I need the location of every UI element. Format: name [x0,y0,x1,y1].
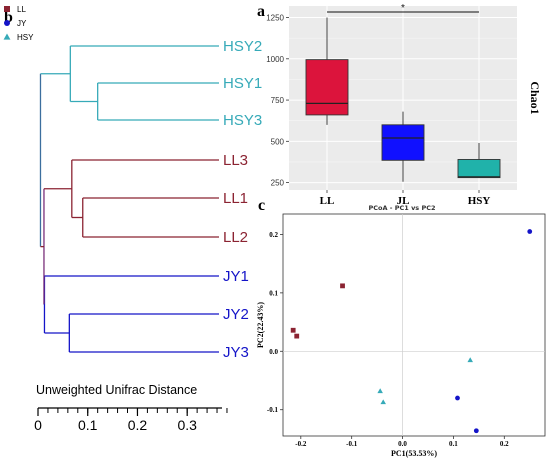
leaf-label-ll1: LL1 [223,190,248,207]
distance-axis-title: Unweighted Unifrac Distance [36,383,197,397]
boxplot-x-label-ll: LL [320,195,335,207]
pcoa-reference-lines [283,214,545,436]
leaf-label-ll3: LL3 [223,152,248,169]
pcoa-axes: -0.2 -0.1 0.0 0.1 0.2 -0.1 0.0 0.1 0.2 [267,231,509,448]
pcoa-x-tick-label: -0.1 [346,440,358,448]
boxplot-y-axis: 250 500 750 1000 1250 [266,14,289,188]
significance-label: * [401,3,405,14]
boxplot-x-label-hsy: HSY [468,195,491,207]
pcoa-point-hsy [377,388,383,394]
legend-marker-ll [4,6,10,12]
box-ll [305,59,349,116]
legend-marker-jy [4,20,10,26]
pcoa-y-tick-label: 0.2 [269,231,278,239]
boxplot-y-tick-label: 500 [271,137,285,146]
pcoa-point-jy [473,428,479,434]
pcoa-point-hsy [467,357,473,363]
legend-marker-hsy [3,33,11,40]
distance-axis: 0 0.1 0.2 0.3 [34,407,228,433]
leaf-label-jy2: JY2 [223,306,249,323]
pcoa-point-ll [290,327,296,333]
distance-axis-tick-label: 0 [34,417,42,433]
distance-axis-tick-label: 0.3 [177,417,197,433]
distance-axis-tick-label: 0.1 [78,417,98,433]
pcoa-point-jy [455,395,460,401]
pcoa-y-label: PC2(22.43%) [256,302,265,348]
legend-label-jy: JY [17,19,27,28]
pcoa-frame [282,213,546,437]
pcoa-point-ll [340,283,345,289]
box-hsy [457,159,501,179]
boxplot-y-tick-label: 750 [271,96,285,105]
boxplot-y-tick-label: 1250 [266,14,284,23]
pcoa-x-tick-label: -0.2 [295,440,307,448]
panel-label-c: c [258,197,265,214]
pcoa-y-tick-label: 0.1 [269,289,278,297]
boxplot-boxes [305,17,501,182]
panel-label-b: b [4,9,13,26]
panel-label-a: a [257,3,265,20]
pcoa-point-jy [527,229,533,234]
boxplot-x-label-jl: JL [397,195,410,207]
boxplot-y-tick-label: 250 [271,179,285,188]
pcoa-x-tick-label: 0.0 [398,440,407,448]
leaf-label-jy3: JY3 [223,344,249,361]
leaf-label-jy1: JY1 [223,268,249,285]
pcoa-title: PCoA - PC1 vs PC2 [369,204,436,212]
pcoa-x-tick-label: 0.2 [500,440,509,448]
leaf-label-hsy1: HSY1 [223,75,262,92]
boxplot-y-label: Chao1 [528,81,542,114]
boxplot-panel: 250 500 750 1000 1250 LL JL HSY * Chao1 [266,3,542,207]
leaf-label-ll2: LL2 [223,229,248,246]
boxplot-y-tick-label: 1000 [266,55,284,64]
dendrogram-panel: LL JY HSY HSY2 HSY1 HSY3 LL3 LL1 LL2 JY1 JY2 JY3 U… [3,5,262,433]
pcoa-y-tick-label: -0.1 [267,406,279,414]
pcoa-x-tick-label: 0.1 [449,440,458,448]
pcoa-panel: PCoA - PC1 vs PC2 -0.2 -0.1 0.0 0.1 0.2 -0.1 0… [256,204,546,458]
distance-axis-tick-label: 0.2 [128,417,148,433]
pcoa-x-label: PC1(53.53%) [391,449,437,458]
legend-label-hsy: HSY [17,33,34,42]
pcoa-points [290,229,533,434]
dendrogram-leaf-labels: HSY2 HSY1 HSY3 LL3 LL1 LL2 JY1 JY2 JY3 [223,38,262,361]
box-jl [381,124,425,161]
legend-label-ll: LL [17,5,26,14]
boxplot-x-axis: LL JL HSY [320,190,491,207]
dendrogram-legend: LL JY HSY [3,5,34,42]
significance-bracket: * [327,3,479,14]
pcoa-y-tick-label: 0.0 [269,348,278,356]
pcoa-point-ll [294,333,300,339]
dendrogram-tree [39,45,219,353]
pcoa-point-hsy [380,399,386,405]
leaf-label-hsy3: HSY3 [223,112,262,129]
leaf-label-hsy2: HSY2 [223,38,262,55]
